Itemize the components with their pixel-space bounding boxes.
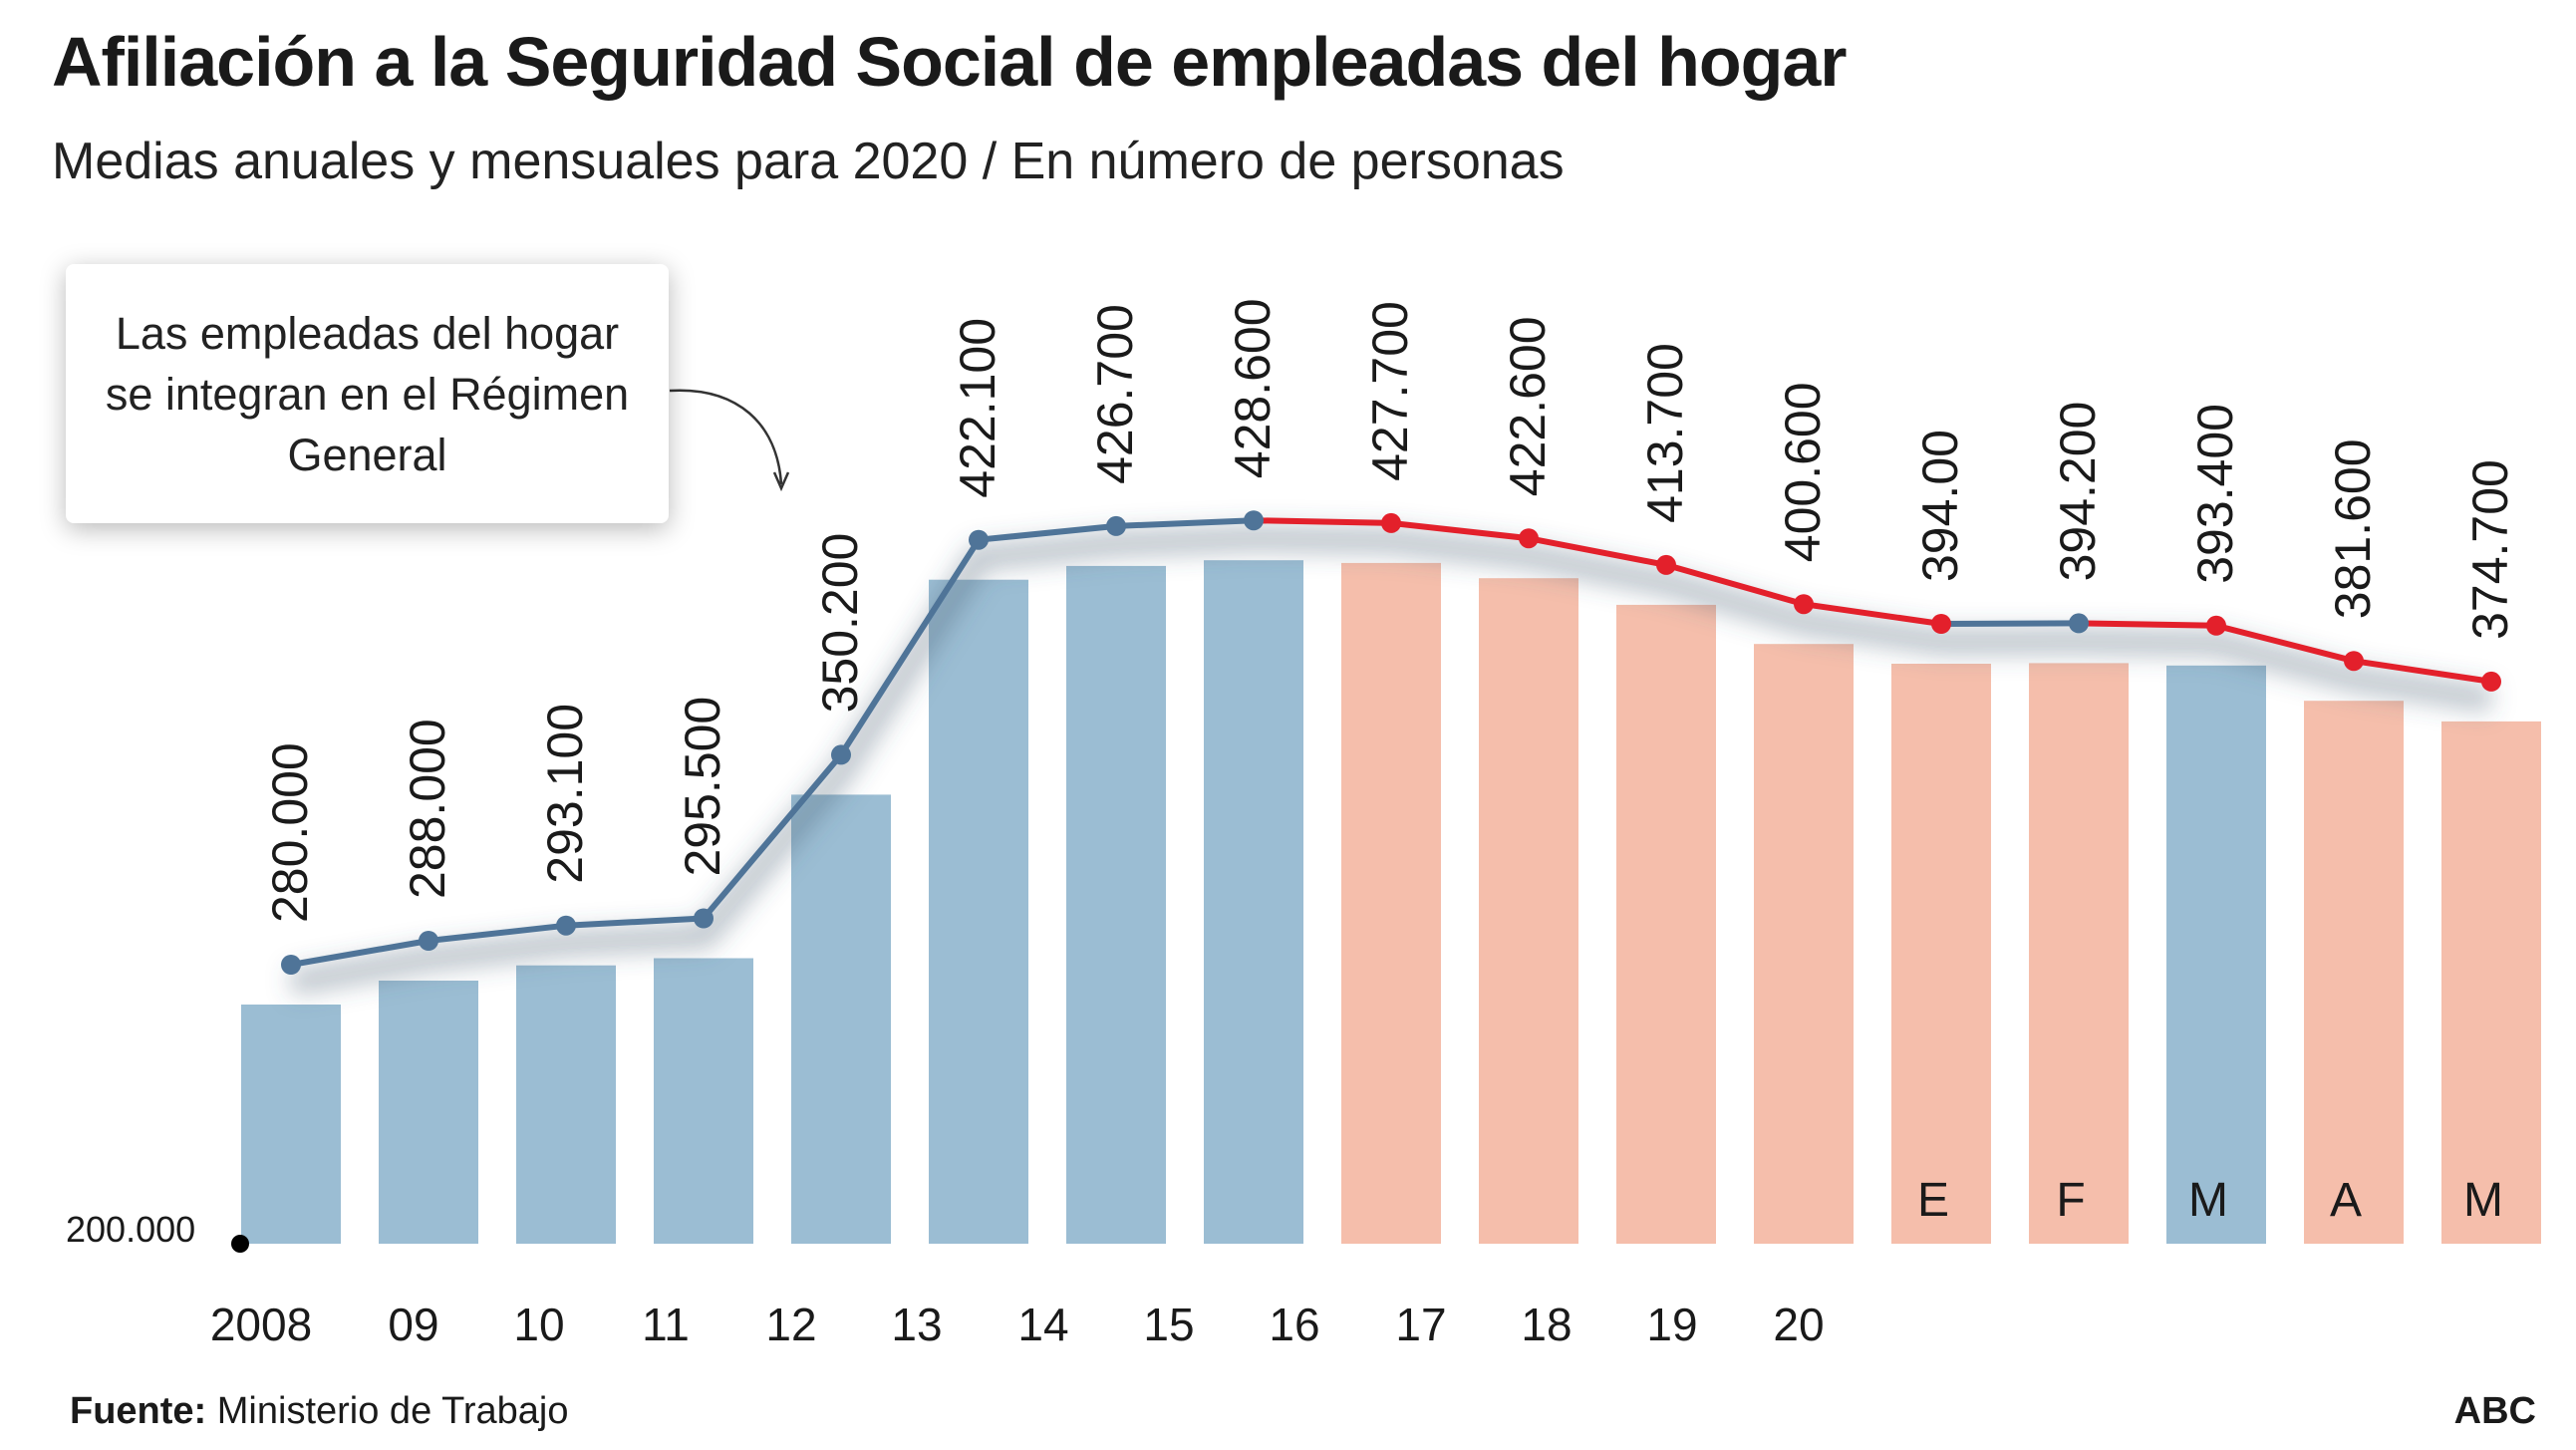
bar-6 xyxy=(1066,565,1166,1244)
value-label-2: 293.100 xyxy=(537,704,593,884)
data-point-10 xyxy=(1656,554,1676,575)
value-label-12: 394.00 xyxy=(1912,430,1968,582)
source-value: Ministerio de Trabajo xyxy=(216,1390,569,1432)
data-point-1 xyxy=(419,931,438,951)
line-segment-13 xyxy=(2076,620,2219,629)
x-tick-label-9: 17 xyxy=(1395,1299,1446,1350)
data-point-14 xyxy=(2206,615,2226,636)
x-tick-label-8: 16 xyxy=(1269,1299,1319,1350)
data-point-5 xyxy=(969,529,989,550)
data-point-13 xyxy=(2069,613,2089,634)
data-point-8 xyxy=(1381,512,1401,533)
month-label-13: F xyxy=(2056,1174,2085,1227)
bar-13 xyxy=(2029,663,2129,1244)
bar-11 xyxy=(1754,644,1854,1244)
bar-15 xyxy=(2304,701,2404,1244)
value-label-6: 426.700 xyxy=(1087,304,1143,484)
callout-text: Las empleadas del hogar se integran en e… xyxy=(105,307,630,480)
bar-16 xyxy=(2441,721,2541,1244)
chart-title: Afiliación a la Seguridad Social de empl… xyxy=(52,23,1848,101)
line-segment-6 xyxy=(1113,517,1257,529)
line-segment-2 xyxy=(563,915,707,929)
line-segment-4 xyxy=(838,536,982,758)
x-tick-label-3: 11 xyxy=(642,1299,690,1350)
bar-10 xyxy=(1616,604,1716,1244)
value-label-11: 400.600 xyxy=(1775,382,1831,562)
x-tick-label-4: 12 xyxy=(765,1299,816,1350)
x-tick-label-5: 13 xyxy=(891,1299,942,1350)
bar-14 xyxy=(2166,665,2266,1244)
data-point-15 xyxy=(2344,651,2364,672)
value-label-1: 288.000 xyxy=(400,719,455,899)
bar-8 xyxy=(1341,562,1441,1244)
value-label-0: 280.000 xyxy=(262,742,318,923)
x-tick-label-11: 19 xyxy=(1646,1299,1697,1350)
source-note: Fuente: Ministerio de Trabajo xyxy=(70,1390,569,1433)
line-segment-11 xyxy=(1801,601,1944,627)
bar-0 xyxy=(241,1005,341,1244)
month-label-12: E xyxy=(1917,1174,1949,1227)
data-point-16 xyxy=(2481,671,2501,692)
callout-box: Las empleadas del hogar se integran en e… xyxy=(66,264,669,523)
month-label-16: M xyxy=(2463,1174,2503,1227)
data-point-0 xyxy=(281,955,301,975)
value-label-4: 350.200 xyxy=(812,533,868,714)
data-point-4 xyxy=(831,744,851,765)
bar-2 xyxy=(516,965,616,1244)
data-point-11 xyxy=(1794,594,1814,615)
data-point-9 xyxy=(1519,528,1539,549)
chart-subtitle: Medias anuales y mensuales para 2020 / E… xyxy=(52,133,1565,190)
source-label: Fuente: xyxy=(70,1390,207,1432)
value-label-5: 422.100 xyxy=(950,318,1005,498)
line-segment-0 xyxy=(288,938,431,968)
line-segment-3 xyxy=(701,751,844,922)
data-point-3 xyxy=(694,908,714,929)
value-label-16: 374.700 xyxy=(2462,459,2518,640)
line-segment-9 xyxy=(1526,535,1669,568)
data-point-6 xyxy=(1106,515,1126,536)
bar-3 xyxy=(654,958,753,1244)
value-label-9: 422.600 xyxy=(1500,316,1556,496)
bar-5 xyxy=(929,579,1028,1244)
data-point-2 xyxy=(556,915,576,936)
brand-logo: ABC xyxy=(2453,1390,2536,1432)
x-tick-label-12: 20 xyxy=(1773,1299,1824,1350)
value-label-13: 394.200 xyxy=(2050,402,2106,582)
bar-7 xyxy=(1204,560,1303,1244)
x-tick-label-0: 2008 xyxy=(210,1299,312,1350)
line-segment-10 xyxy=(1663,561,1807,608)
value-label-8: 427.700 xyxy=(1362,301,1418,481)
x-tick-label-10: 18 xyxy=(1521,1299,1572,1350)
x-tick-label-7: 15 xyxy=(1143,1299,1194,1350)
x-tick-label-1: 09 xyxy=(388,1299,438,1350)
line-segment-14 xyxy=(2213,622,2357,665)
line-segment-1 xyxy=(426,922,569,944)
line-segment-15 xyxy=(2351,658,2494,685)
line-segment-7 xyxy=(1251,517,1394,526)
line-segment-5 xyxy=(976,522,1119,543)
bar-12 xyxy=(1891,664,1991,1244)
x-tick-label-2: 10 xyxy=(513,1299,564,1350)
month-label-14: M xyxy=(2188,1174,2228,1227)
data-point-7 xyxy=(1244,510,1264,531)
x-tick-label-6: 14 xyxy=(1017,1299,1068,1350)
line-segment-8 xyxy=(1388,519,1532,542)
value-label-15: 381.600 xyxy=(2325,438,2381,619)
line-segment-12 xyxy=(1938,620,2082,627)
baseline-marker xyxy=(231,1235,249,1253)
month-label-15: A xyxy=(2330,1174,2362,1227)
callout-arrowhead xyxy=(772,471,790,492)
bar-1 xyxy=(379,981,478,1244)
value-label-7: 428.600 xyxy=(1225,298,1281,478)
line-shadow xyxy=(288,525,2493,996)
bar-4 xyxy=(791,794,891,1244)
callout-arrow xyxy=(669,389,783,485)
data-point-12 xyxy=(1931,614,1951,634)
bar-9 xyxy=(1479,578,1578,1244)
value-label-14: 393.400 xyxy=(2187,404,2243,584)
value-label-3: 295.500 xyxy=(675,697,730,877)
baseline-label: 200.000 xyxy=(66,1209,195,1250)
value-label-10: 413.700 xyxy=(1637,343,1693,523)
